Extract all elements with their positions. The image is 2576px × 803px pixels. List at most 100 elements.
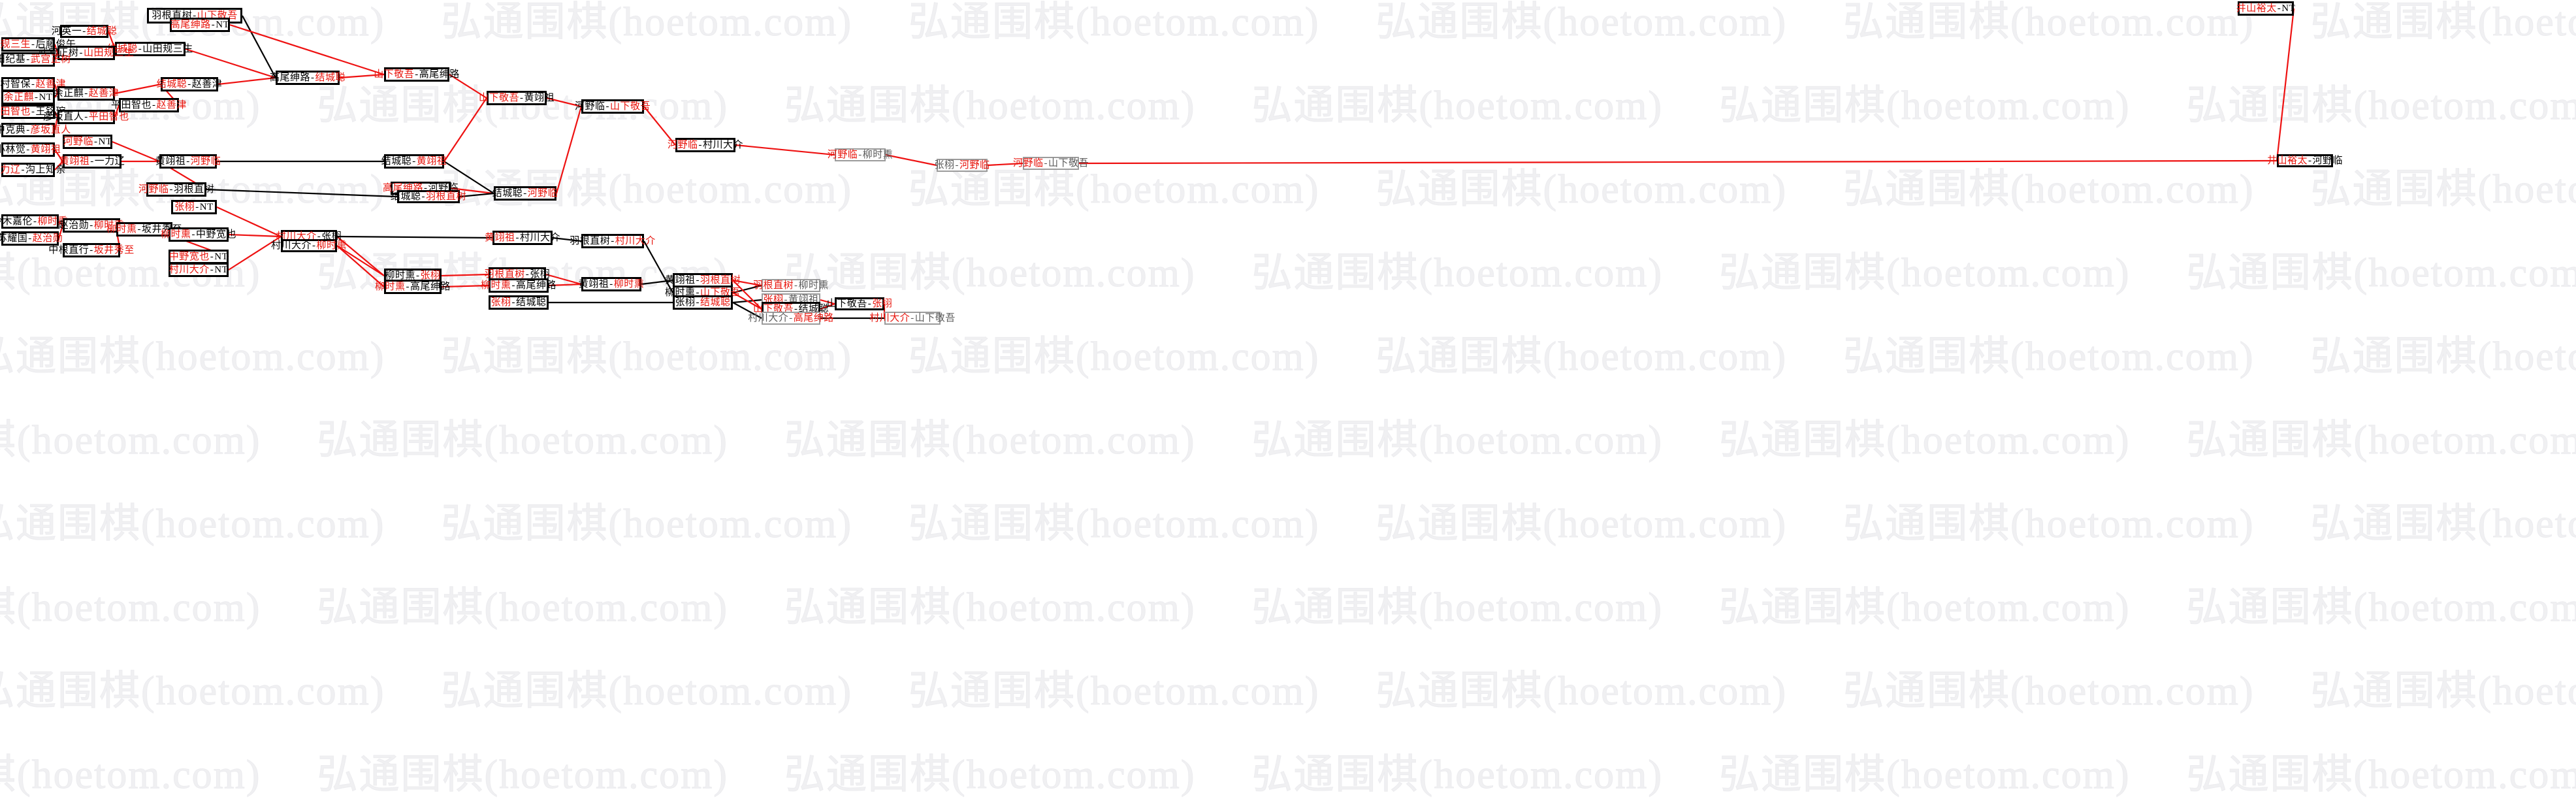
match-node[interactable]: 张栩 - 结城聪: [489, 295, 549, 310]
match-node[interactable]: 高尾绅路 - NT: [170, 18, 230, 32]
name-separator: -: [415, 69, 419, 80]
match-node[interactable]: 河野临 - 柳时熏: [828, 148, 893, 161]
match-node[interactable]: 结城聪 - 河野临: [492, 186, 558, 201]
match-node[interactable]: 余正麒 - NT: [1, 90, 55, 105]
match-node[interactable]: 柳时熏 - 高尾绅路: [481, 278, 556, 293]
player-a-name: 张栩: [174, 201, 195, 212]
player-b-name: NT: [214, 264, 229, 275]
match-node[interactable]: 河野临 - 山下敬吾: [1013, 157, 1089, 170]
player-a-name: 村川大介: [748, 312, 789, 323]
player-b-name: 河野临: [190, 156, 221, 167]
match-node[interactable]: 山下敬吾 - 张栩: [827, 297, 892, 310]
name-separator: -: [21, 164, 25, 175]
match-node[interactable]: 三村智保-赵善津: [0, 77, 66, 91]
player-b-name: 羽根直树: [426, 191, 467, 202]
name-separator: -: [90, 156, 94, 167]
name-separator: -: [416, 270, 420, 281]
player-a-name: 矢中克典: [0, 124, 26, 135]
match-node[interactable]: 柳时熏 - 高尾绅路: [375, 280, 451, 294]
player-a-name: 平田智也: [110, 99, 152, 110]
match-node[interactable]: 中野宽也 - NT: [169, 250, 229, 264]
match-node[interactable]: 平田智也-王铭琬: [0, 105, 66, 119]
player-b-name: 村川大介: [703, 139, 744, 150]
match-node[interactable]: 黄翊祖 - 河野临: [155, 154, 221, 169]
player-a-name: 中野宽也: [169, 251, 210, 262]
name-separator: -: [511, 280, 515, 291]
player-b-name: 彦坂直人: [30, 124, 71, 135]
player-b-name: NT: [39, 91, 53, 103]
match-node[interactable]: 小林觉 - 黄翊祖: [0, 142, 61, 157]
match-node[interactable]: 苏耀国 - 赵治勋: [0, 231, 63, 246]
match-node[interactable]: 河野临 - 村川大介: [668, 138, 743, 152]
bracket-edge: [2276, 8, 2295, 161]
match-node[interactable]: 结城聪 - 黄翊祖: [381, 154, 447, 169]
match-node[interactable]: 高尾绅路 - 结城聪: [270, 71, 346, 85]
name-separator: -: [31, 78, 35, 90]
match-node[interactable]: 河野临 - NT: [63, 135, 112, 149]
match-node[interactable]: 结城聪 - 羽根直树: [391, 190, 466, 203]
player-b-name: NT: [199, 201, 214, 212]
watermark-text: 弘通围棋(hoetom.com)弘通围棋(hoetom.com)弘通围棋(hoe…: [0, 753, 2576, 798]
name-separator: -: [784, 294, 788, 305]
match-node[interactable]: 村川大介 - 柳时熏: [271, 239, 347, 252]
match-node[interactable]: 柳时熏 - 中野宽也: [161, 227, 236, 242]
bracket-edge: [217, 76, 276, 86]
player-a-name: 井山裕太: [2236, 3, 2277, 14]
match-node[interactable]: 黄翊祖 - 村川大介: [485, 231, 560, 245]
match-node[interactable]: 余正麒 - 赵善津: [54, 86, 119, 101]
player-b-name: 村川大介: [520, 232, 561, 243]
name-separator: -: [82, 25, 86, 37]
match-node[interactable]: 依田纪基-武宫正树: [0, 52, 71, 67]
match-node[interactable]: 村川大介 - NT: [169, 263, 229, 277]
player-b-name: NT: [98, 136, 112, 147]
match-node[interactable]: 河英一 - 结城聪: [52, 25, 117, 38]
match-node[interactable]: 矢中克典-彦坂直人: [0, 123, 71, 137]
match-node[interactable]: 张栩 - NT: [171, 200, 217, 214]
player-a-name: 山下敬吾: [826, 298, 867, 309]
bracket-edge: [185, 48, 276, 79]
match-node[interactable]: 平田智也 - 赵善津: [111, 98, 187, 112]
player-b-name: 中野宽也: [196, 229, 237, 240]
name-separator: -: [910, 312, 914, 323]
match-node[interactable]: 一力辽-沟上知亲: [0, 163, 66, 177]
match-node[interactable]: 河野临 - 羽根直树: [138, 182, 214, 197]
match-node[interactable]: 井山裕太 - NT: [2236, 1, 2296, 16]
player-b-name: 坂井秀至: [93, 244, 135, 255]
match-node[interactable]: 山田规三生-后藤俊午: [0, 37, 76, 52]
match-node[interactable]: 彦坂直人 - 平田智也: [43, 110, 129, 124]
match-node[interactable]: 张栩 - 结城聪: [673, 295, 733, 310]
match-node[interactable]: 村川大介 - 山下敬吾: [869, 312, 955, 325]
match-node[interactable]: 中根直行 - 坂井秀至: [48, 243, 134, 257]
name-separator: -: [26, 144, 30, 155]
match-node[interactable]: 赵治勋 - 柳时熏: [59, 218, 124, 233]
name-separator: -: [210, 251, 214, 262]
player-b-name: 黄翊祖: [30, 144, 61, 155]
player-b-name: 高尾绅路: [419, 69, 460, 80]
match-node[interactable]: 武宫正树 - 山田规三生: [38, 46, 134, 60]
player-b-name: 赵善津: [156, 99, 187, 110]
match-node[interactable]: 铃木嘉伦-柳时熏: [0, 214, 68, 229]
player-a-name: 河野临: [827, 149, 858, 160]
match-node[interactable]: 黄翊祖 - 柳时熏: [579, 277, 644, 291]
match-node[interactable]: 井山裕太 - 河野临: [2267, 154, 2343, 167]
player-b-name: 山下敬吾: [700, 287, 741, 298]
player-a-name: 柳时熏: [160, 229, 191, 240]
match-node[interactable]: 河野临 - 山下敬吾: [575, 99, 651, 114]
match-node[interactable]: 张栩 - 河野临: [934, 159, 990, 172]
bracket-edge: [732, 299, 762, 304]
bracket-edge: [443, 97, 487, 162]
player-b-name: 山下敬吾: [1048, 157, 1089, 169]
match-node[interactable]: 结城聪 - 赵善津: [157, 77, 222, 91]
match-node[interactable]: 山下敬吾 - 高尾绅路: [374, 67, 459, 82]
match-node[interactable]: 黄翊祖 - 一力辽: [59, 154, 125, 169]
name-separator: -: [406, 281, 410, 292]
match-node[interactable]: 羽根直树 - 村川大介: [570, 234, 655, 248]
name-separator: -: [858, 149, 862, 160]
match-node[interactable]: 山下敬吾 - 黄翊祖: [479, 91, 555, 105]
match-node[interactable]: 羽根直树 - 柳时熏: [753, 279, 829, 292]
player-b-name: NT: [2281, 3, 2296, 14]
name-separator: -: [186, 156, 190, 167]
match-node[interactable]: 村川大介 - 高尾绅路: [748, 312, 833, 325]
player-b-name: 山下敬吾: [610, 101, 651, 112]
